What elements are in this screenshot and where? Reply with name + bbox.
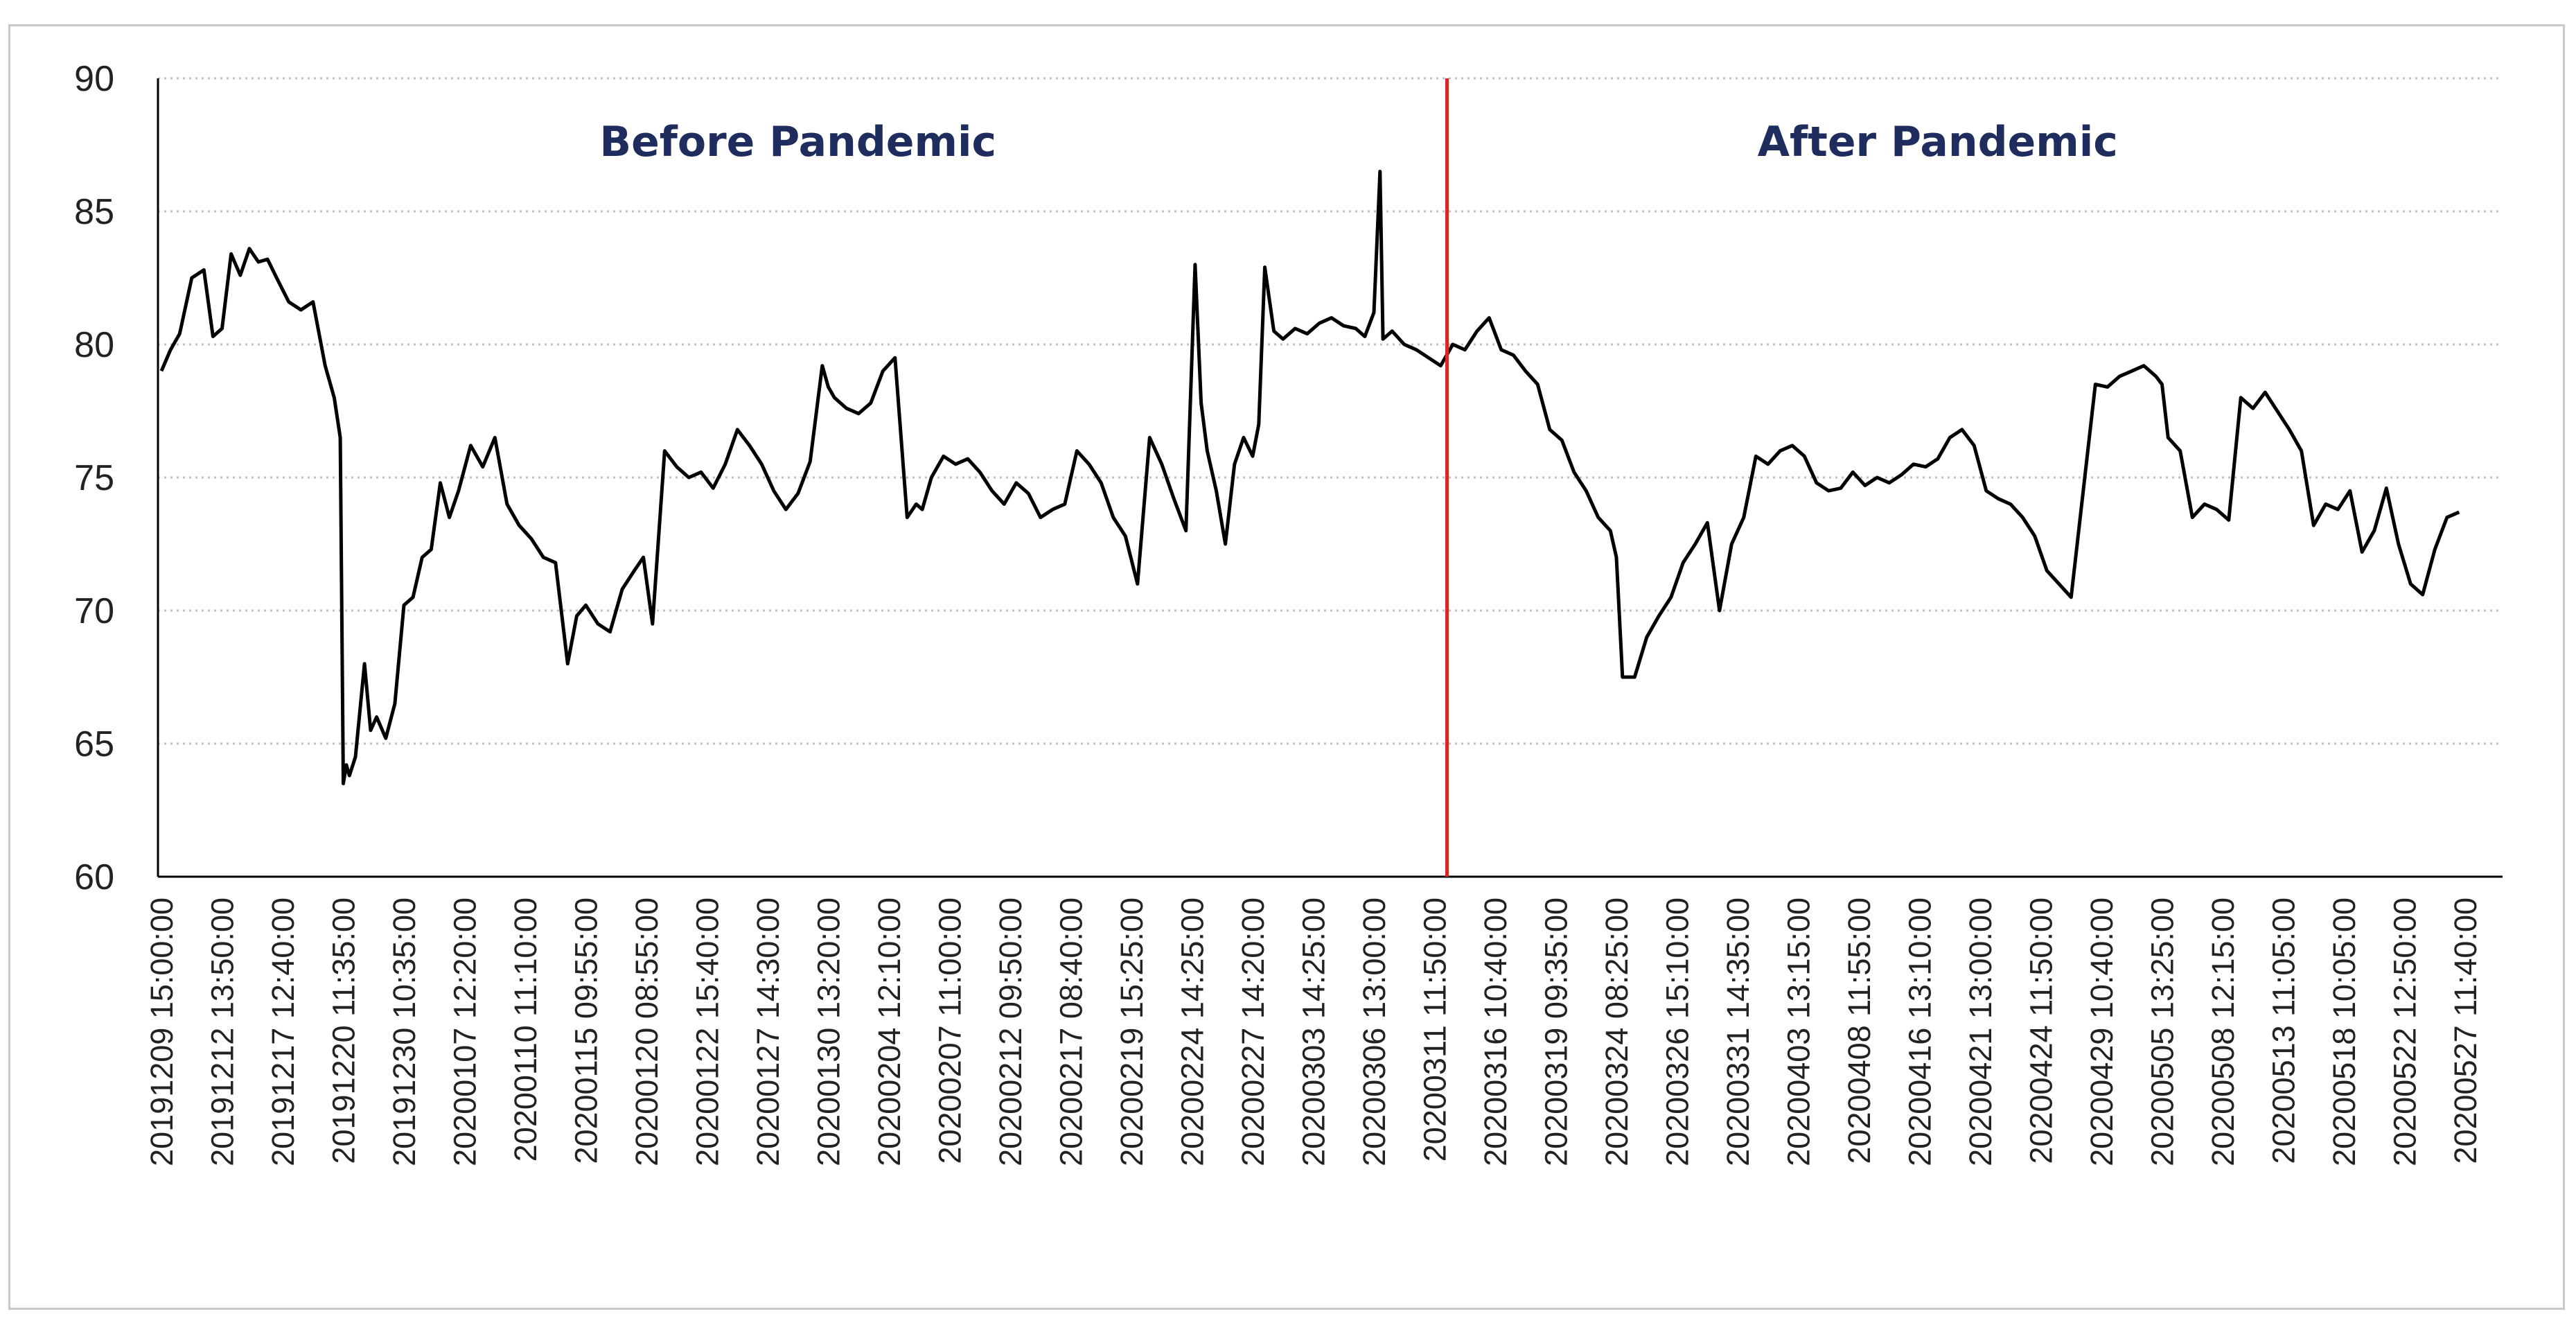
series-line-0 xyxy=(159,169,2460,786)
x-tick-label: 20200303 14:25:00 xyxy=(1296,897,1332,1166)
x-tick-label: 20200416 13:10:00 xyxy=(1903,897,1938,1166)
x-tick-label: 20200505 13:25:00 xyxy=(2145,897,2180,1166)
x-tick-label: 20191220 11:35:00 xyxy=(326,897,362,1164)
x-tick-label: 20200306 13:00:00 xyxy=(1357,897,1392,1166)
x-tick-label: 20200107 12:20:00 xyxy=(448,897,483,1166)
x-tick-label: 20200311 11:50:00 xyxy=(1418,897,1453,1162)
x-tick-label: 20200115 09:55:00 xyxy=(569,897,604,1164)
chart-frame xyxy=(8,24,2565,1310)
x-tick-label: 20200429 10:40:00 xyxy=(2084,897,2119,1166)
x-tick-label: 20200424 11:50:00 xyxy=(2024,897,2059,1164)
x-tick-label: 20200408 11:55:00 xyxy=(1842,897,1877,1164)
x-tick-label: 20200110 11:10:00 xyxy=(508,897,543,1162)
x-tick-label: 20200518 10:05:00 xyxy=(2327,897,2362,1166)
y-tick-label: 90 xyxy=(74,59,114,99)
x-tick-label: 20200227 14:20:00 xyxy=(1235,897,1271,1166)
y-tick-label: 80 xyxy=(74,325,114,365)
x-tick-label: 20200224 14:25:00 xyxy=(1175,897,1210,1166)
x-tick-label: 20200316 10:40:00 xyxy=(1478,897,1513,1166)
x-tick-label: 20200122 15:40:00 xyxy=(690,897,725,1166)
x-tick-label: 20191230 10:35:00 xyxy=(387,897,422,1166)
x-tick-label: 20200207 11:00:00 xyxy=(933,897,968,1164)
x-tick-label: 20200331 14:35:00 xyxy=(1720,897,1756,1166)
x-tick-label: 20200204 12:10:00 xyxy=(872,897,907,1166)
x-tick-label: 20200403 13:15:00 xyxy=(1781,897,1817,1166)
after-pandemic-label: After Pandemic xyxy=(1758,118,2118,166)
x-tick-label: 20200421 13:00:00 xyxy=(1963,897,1998,1166)
x-tick-label: 20200513 11:05:00 xyxy=(2266,897,2302,1164)
x-tick-label: 20200219 15:25:00 xyxy=(1114,897,1149,1166)
x-tick-label: 20200319 09:35:00 xyxy=(1539,897,1574,1166)
x-tick-label: 20200212 09:50:00 xyxy=(993,897,1028,1166)
x-tick-label: 20200324 08:25:00 xyxy=(1599,897,1634,1166)
grid-lines xyxy=(158,77,2503,745)
x-tick-label: 20200527 11:40:00 xyxy=(2448,897,2483,1164)
y-tick-label: 85 xyxy=(74,192,114,232)
axes xyxy=(157,78,2503,878)
region-annotations: Before Pandemic After Pandemic xyxy=(599,118,2118,166)
series-layer xyxy=(159,169,2460,786)
x-tick-label: 20200217 08:40:00 xyxy=(1054,897,1089,1166)
x-tick-label: 20200522 12:50:00 xyxy=(2388,897,2423,1166)
x-tick-label: 20200508 12:15:00 xyxy=(2205,897,2241,1166)
x-tick-label: 20191209 15:00:00 xyxy=(144,897,179,1166)
x-tick-label: 20200130 13:20:00 xyxy=(811,897,847,1166)
x-tick-label: 20191212 13:50:00 xyxy=(205,897,240,1166)
y-tick-label: 60 xyxy=(74,857,114,897)
x-tick-label: 20200127 14:30:00 xyxy=(750,897,786,1166)
before-pandemic-label: Before Pandemic xyxy=(599,118,996,166)
x-tick-label: 20200326 15:10:00 xyxy=(1660,897,1695,1166)
y-tick-label: 75 xyxy=(74,458,114,498)
x-tick-labels: 20191209 15:00:00 20191212 13:50:00 201912… xyxy=(144,897,2483,1166)
y-tick-labels: 60 65 70 75 80 85 90 xyxy=(74,59,114,897)
x-tick-label: 20200120 08:55:00 xyxy=(629,897,664,1166)
y-tick-label: 70 xyxy=(74,591,114,631)
y-tick-label: 65 xyxy=(74,724,114,764)
x-tick-label: 20191217 12:40:00 xyxy=(265,897,301,1166)
